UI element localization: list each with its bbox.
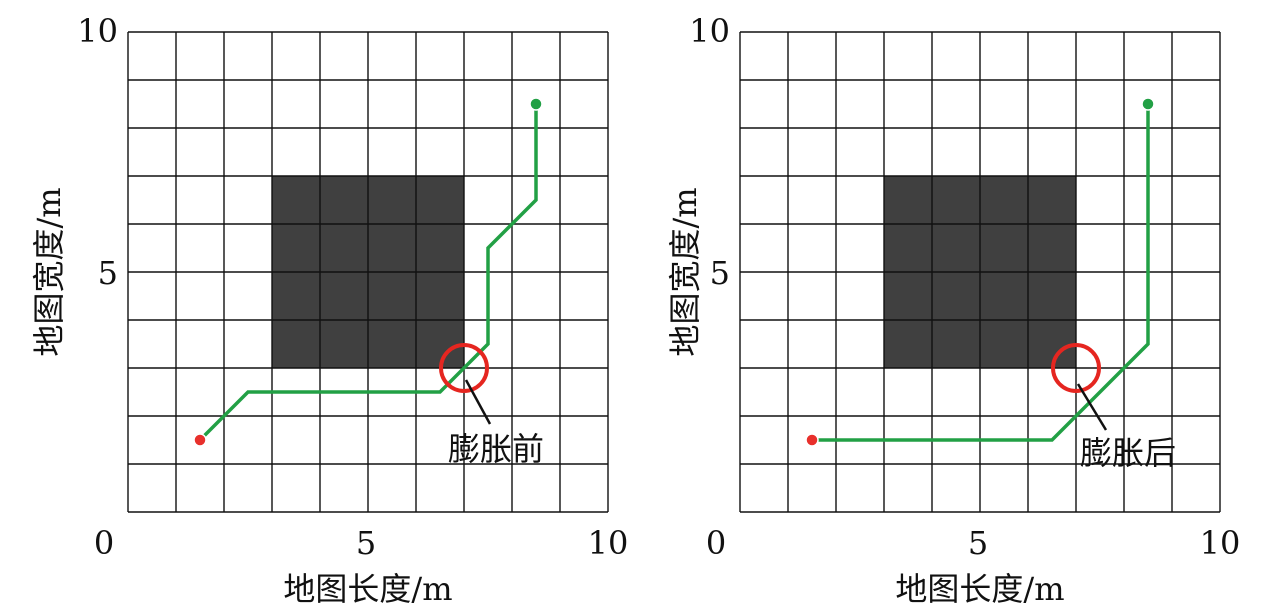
marker-layer bbox=[805, 97, 1155, 447]
start-point bbox=[193, 433, 207, 447]
x-tick-label-10: 10 bbox=[588, 524, 629, 562]
planned-path-line bbox=[198, 104, 538, 442]
highlight-circle bbox=[439, 343, 489, 393]
y-tick-label-5: 5 bbox=[98, 254, 118, 292]
goal-point bbox=[1141, 97, 1155, 111]
x-tick-label-5: 5 bbox=[356, 524, 376, 562]
x-axis-label: 地图长度/m bbox=[895, 570, 1064, 608]
grid-lines bbox=[127, 31, 609, 513]
y-axis-label: 地图宽度/m bbox=[666, 187, 704, 356]
annotation-leader-line bbox=[464, 379, 492, 425]
y-axis-label: 地图宽度/m bbox=[30, 187, 68, 356]
chart-panel-before: 10 5 0 5 10 地图长度/m 地图宽度/m 膨胀前 bbox=[30, 12, 628, 608]
x-axis-label: 地图长度/m bbox=[283, 570, 452, 608]
annotation-label: 膨胀前 bbox=[448, 430, 544, 468]
y-tick-label-10: 10 bbox=[77, 12, 118, 50]
path-layer bbox=[198, 104, 538, 442]
goal-point bbox=[529, 97, 543, 111]
highlight-circle bbox=[1051, 343, 1101, 393]
x-tick-label-0: 0 bbox=[94, 524, 114, 562]
path-layer bbox=[812, 104, 1150, 442]
marker-layer bbox=[193, 97, 543, 447]
grid-lines bbox=[739, 31, 1221, 513]
chart-panel-after: 10 5 0 5 10 地图长度/m 地图宽度/m 膨胀后 bbox=[666, 12, 1240, 608]
y-tick-label-10: 10 bbox=[689, 12, 730, 50]
annotation-leader-line bbox=[1076, 383, 1108, 431]
x-tick-label-5: 5 bbox=[968, 524, 988, 562]
x-tick-label-0: 0 bbox=[706, 524, 726, 562]
annotation-label: 膨胀后 bbox=[1080, 434, 1176, 472]
start-point bbox=[805, 433, 819, 447]
planned-path-line bbox=[812, 104, 1150, 442]
x-tick-label-10: 10 bbox=[1200, 524, 1241, 562]
y-tick-label-5: 5 bbox=[710, 254, 730, 292]
